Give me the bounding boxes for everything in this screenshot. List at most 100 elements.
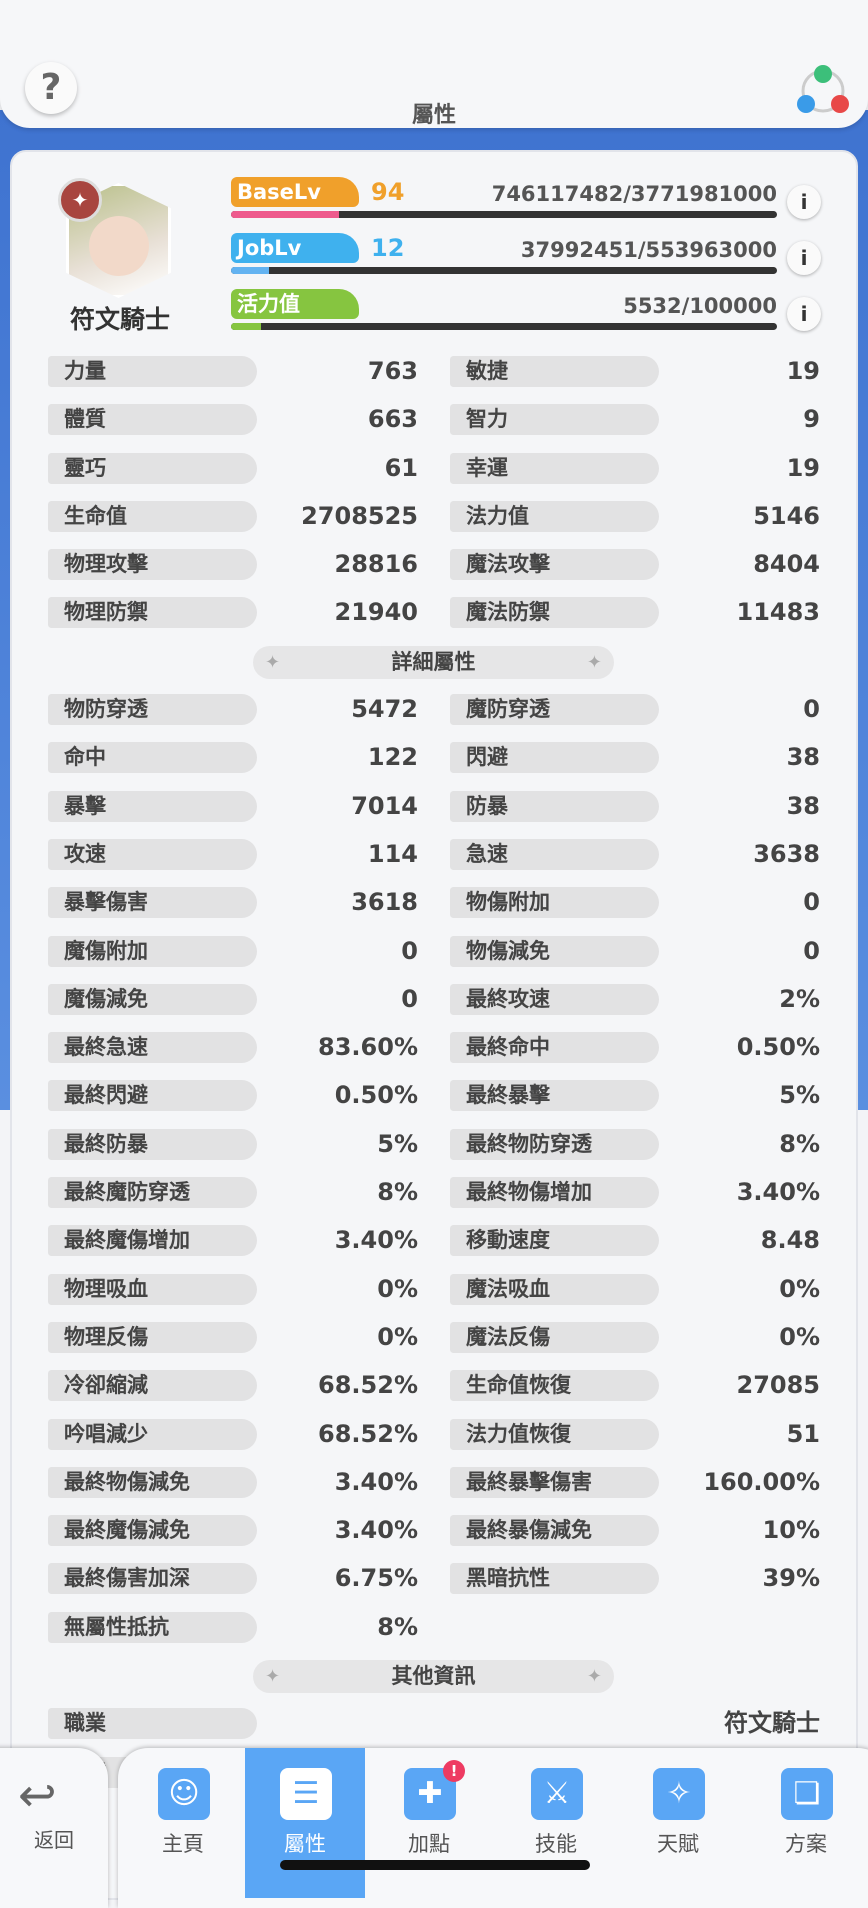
stat-value: 51 (786, 1419, 820, 1448)
stat-label: 物理攻擊 (48, 549, 257, 581)
stat-value: 0 (803, 936, 820, 965)
stat-label: 最終暴傷減免 (450, 1515, 659, 1547)
stat-value: 0.50% (334, 1081, 418, 1110)
stat-value: 28816 (334, 550, 419, 579)
stat-label: 最終急速 (48, 1032, 257, 1064)
stat-label: 暴擊 (48, 790, 257, 822)
back-label: 返回 (34, 1828, 74, 1852)
stat-label: 魔傷附加 (48, 935, 257, 967)
back-button[interactable]: ↩ 返回 (0, 1748, 108, 1908)
stat-value: 0 (401, 936, 418, 965)
stat-value: 0 (803, 695, 820, 724)
stat-value: 0% (377, 1322, 418, 1351)
stat-label: 吟唱減少 (48, 1418, 257, 1450)
tab-talent-compass[interactable]: ✧ 天賦 (618, 1748, 738, 1898)
stats-list: 力量 763 敏捷 19 體質 663 智力 9 靈巧 61 幸運 19 生命值 2708525 法力值 51… (0, 347, 868, 1796)
stat-label: 最終魔防穿透 (48, 1177, 257, 1209)
tab-label: 方案 (785, 1832, 827, 1856)
header: ? 屬性 (0, 0, 868, 128)
tab-cards[interactable]: ❏ 方案 (746, 1748, 866, 1898)
stat-value: 11483 (736, 598, 821, 627)
stat-label: 黑暗抗性 (450, 1563, 659, 1595)
stat-value: 38 (786, 743, 820, 772)
stat-value: 2% (779, 984, 820, 1013)
stat-label: 物防穿透 (48, 694, 257, 726)
progress-bar (231, 323, 777, 330)
tab-attributes[interactable]: ☰ 屬性 (245, 1748, 365, 1898)
stat-value: 21940 (334, 598, 419, 627)
stat-label: 生命值 (48, 500, 257, 532)
stat-label: 最終暴擊傷害 (450, 1466, 659, 1498)
question-icon[interactable]: ? (25, 62, 77, 114)
stat-label: 體質 (48, 404, 257, 436)
stat-label: 魔防穿透 (450, 694, 659, 726)
info-label: 職業 (48, 1708, 257, 1740)
stat-label: 魔法防禦 (450, 597, 659, 629)
stat-row: 冷卻縮減 68.52% 生命值恢復 27085 (0, 1361, 868, 1409)
stat-label: 法力值 (450, 500, 659, 532)
level-row: BaseLv 94 746117482/3771981000 i (231, 177, 831, 233)
tab-label: 技能 (535, 1832, 577, 1856)
stat-row: 力量 763 敏捷 19 (0, 347, 868, 395)
attributes-icon: ☰ (280, 1768, 332, 1820)
stat-row: 物防穿透 5472 魔防穿透 0 (0, 685, 868, 733)
info-icon[interactable]: i (787, 185, 821, 219)
stat-row: 生命值 2708525 法力值 5146 (0, 492, 868, 540)
info-icon[interactable]: i (787, 241, 821, 275)
stat-value: 0.50% (736, 1033, 820, 1062)
stat-label: 命中 (48, 742, 257, 774)
sparkle-icon: ✦ (265, 651, 281, 673)
section-header: ✦ 詳細屬性 ✦ (253, 645, 614, 679)
stat-row: 攻速 114 急速 3638 (0, 830, 868, 878)
stat-row: 最終魔傷減免 3.40% 最終暴傷減免 10% (0, 1506, 868, 1554)
stat-label: 敏捷 (450, 356, 659, 387)
info-value: 符文騎士 (724, 1709, 820, 1738)
section-title: 其他資訊 (391, 1664, 476, 1689)
stat-row: 魔傷減免 0 最終攻速 2% (0, 975, 868, 1023)
stat-row: 最終魔防穿透 8% 最終物傷增加 3.40% (0, 1168, 868, 1216)
stat-value: 0 (803, 888, 820, 917)
stat-label: 急速 (450, 838, 659, 870)
stat-value: 2708525 (301, 501, 418, 530)
tab-id-card[interactable]: ☺ 主頁 (123, 1748, 243, 1898)
tab-add-points[interactable]: ✚! 加點 (369, 1748, 489, 1898)
stat-value: 0% (779, 1322, 820, 1351)
stat-value: 0 (401, 984, 418, 1013)
stat-label: 無屬性抵抗 (48, 1611, 257, 1643)
stat-value: 3.40% (334, 1516, 418, 1545)
stat-label: 閃避 (450, 742, 659, 774)
exp-value: 37992451/553963000 (520, 238, 777, 262)
add-points-icon: ✚ (404, 1768, 456, 1820)
stat-label: 最終閃避 (48, 1080, 257, 1112)
stat-label: 冷卻縮減 (48, 1370, 257, 1402)
stat-row: 無屬性抵抗 8% (0, 1603, 868, 1651)
tab-skill-sword[interactable]: ⚔ 技能 (496, 1748, 616, 1898)
stat-value: 0% (779, 1274, 820, 1303)
stat-label: 物理反傷 (48, 1321, 257, 1353)
exp-value: 5532/100000 (623, 294, 777, 318)
element-cycle-icon[interactable] (794, 62, 852, 120)
stat-value: 19 (786, 453, 820, 482)
stat-value: 160.00% (703, 1467, 820, 1496)
tab-label: 屬性 (284, 1832, 326, 1856)
stat-label: 生命值恢復 (450, 1370, 659, 1402)
stat-label: 魔法吸血 (450, 1273, 659, 1305)
stat-value: 68.52% (318, 1371, 418, 1400)
stat-row: 物理反傷 0% 魔法反傷 0% (0, 1313, 868, 1361)
stat-label: 移動速度 (450, 1225, 659, 1257)
stat-value: 8% (779, 1129, 820, 1158)
class-emblem-icon: ✦ (58, 178, 102, 222)
stat-label: 物傷附加 (450, 887, 659, 919)
info-row: 職業 符文騎士 (0, 1699, 868, 1747)
stat-row: 物理防禦 21940 魔法防禦 11483 (0, 588, 868, 636)
stat-value: 8% (377, 1178, 418, 1207)
info-icon[interactable]: i (787, 297, 821, 331)
level-value: 12 (371, 234, 405, 262)
stat-label: 暴擊傷害 (48, 887, 257, 919)
stat-value: 5146 (753, 501, 820, 530)
stat-row: 暴擊 7014 防暴 38 (0, 782, 868, 830)
stat-row: 最終急速 83.60% 最終命中 0.50% (0, 1023, 868, 1071)
tab-label: 天賦 (657, 1832, 699, 1856)
stat-row: 最終物傷減免 3.40% 最終暴擊傷害 160.00% (0, 1458, 868, 1506)
stat-row: 最終閃避 0.50% 最終暴擊 5% (0, 1071, 868, 1119)
